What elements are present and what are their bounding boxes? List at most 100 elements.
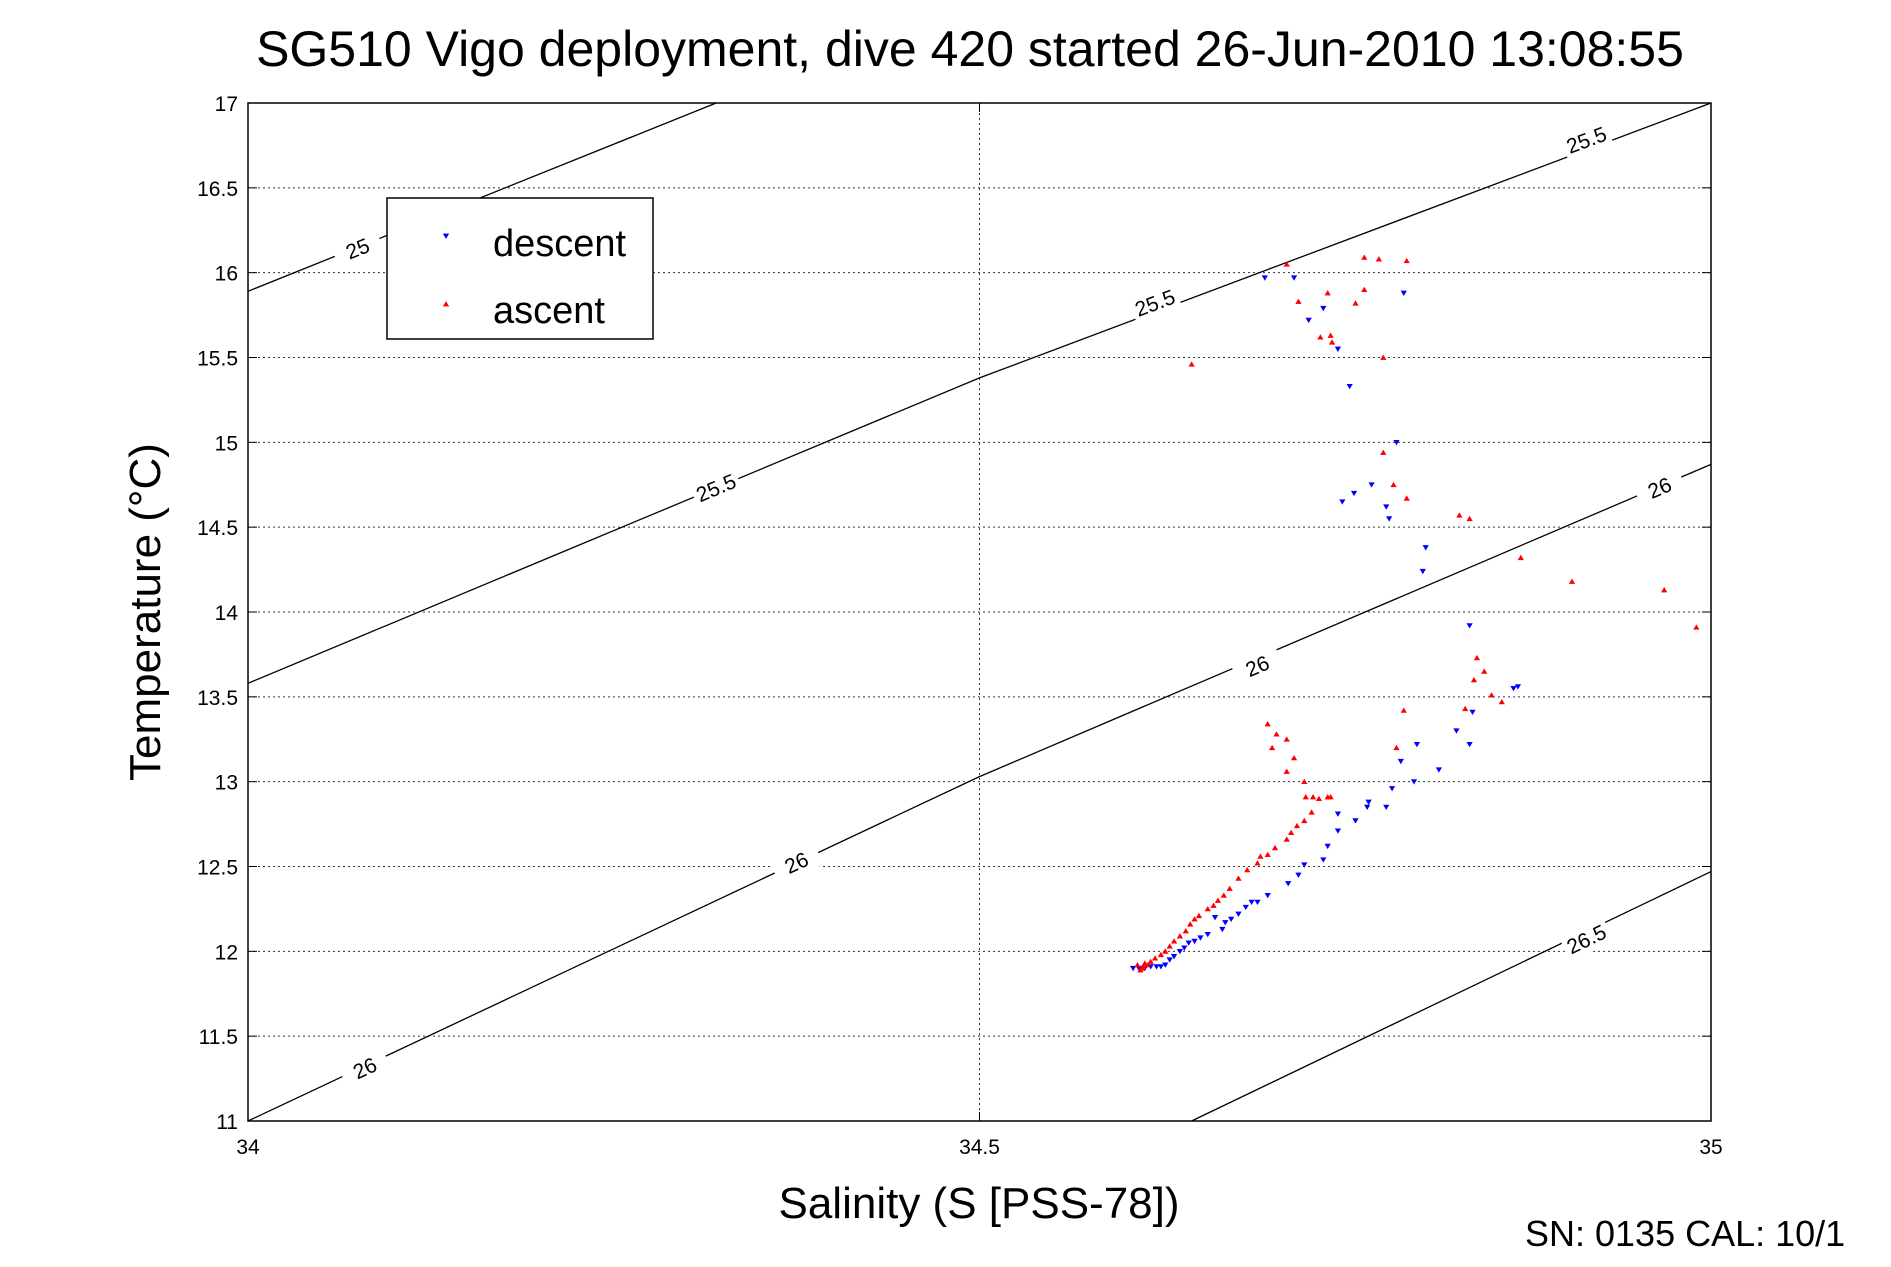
descent-point — [1170, 954, 1178, 960]
ascent-point — [1283, 768, 1290, 774]
ascent-point — [1352, 300, 1359, 306]
y-tick-label: 16.5 — [197, 178, 238, 201]
ascent-point — [1188, 361, 1195, 367]
ascent-point — [1293, 822, 1301, 829]
ascent-point — [1214, 897, 1222, 903]
ascent-point — [1403, 257, 1410, 264]
descent-point — [1228, 916, 1235, 923]
ascent-point — [1693, 624, 1700, 630]
ascent-point — [1273, 731, 1280, 737]
x-tick-label: 34.5 — [959, 1136, 1000, 1159]
descent-point — [1350, 490, 1358, 497]
ascent-point — [1517, 554, 1524, 561]
descent-point — [1157, 964, 1165, 970]
data-points — [1129, 254, 1700, 973]
y-axis-label: Temperature (°C) — [121, 443, 170, 781]
ascent-point — [1137, 967, 1144, 973]
ascent-point — [1134, 961, 1141, 968]
ascent-point — [1488, 692, 1495, 698]
descent-point — [1453, 728, 1460, 734]
descent-point — [1400, 290, 1407, 296]
descent-point — [1290, 275, 1298, 281]
ascent-point — [1210, 902, 1217, 908]
legend-box — [386, 197, 654, 340]
x-tick-label: 35 — [1699, 1136, 1722, 1159]
descent-point — [1222, 920, 1229, 926]
y-tick-label: 11 — [216, 1111, 238, 1134]
ascent-point — [1361, 286, 1368, 293]
descent-point — [1466, 623, 1473, 629]
descent-point — [1514, 684, 1522, 690]
contour-label: 26 — [1632, 466, 1687, 510]
ascent-point — [1380, 449, 1387, 455]
ascent-point — [1302, 794, 1309, 800]
footer-calibration: SN: 0135 CAL: 10/1 — [1525, 1213, 1845, 1254]
ascent-point — [1226, 885, 1233, 891]
ascent-point — [1328, 339, 1336, 345]
y-tick-label: 15.5 — [197, 348, 238, 371]
y-tick-label: 14.5 — [197, 517, 238, 540]
ascent-point — [1268, 744, 1276, 751]
descent-point — [1368, 482, 1375, 488]
ascent-point — [1380, 354, 1387, 360]
ascent-point — [1195, 912, 1203, 919]
descent-point — [1211, 915, 1219, 921]
ascent-point — [1235, 875, 1242, 881]
descent-point — [1435, 767, 1443, 773]
ascent-point — [1462, 705, 1469, 712]
ascent-point — [1403, 495, 1410, 501]
ascent-point — [1151, 955, 1159, 961]
descent-point — [1181, 945, 1188, 951]
ascent-point — [1295, 298, 1302, 304]
descent-point — [1510, 685, 1517, 692]
ascent-point — [1390, 481, 1397, 488]
ascent-point — [1141, 960, 1148, 966]
ascent-point — [1182, 928, 1189, 934]
ascent-point — [1327, 332, 1334, 338]
descent-point — [1383, 504, 1390, 510]
descent-point — [1176, 948, 1184, 955]
ascent-point — [1220, 892, 1227, 898]
descent-point — [1419, 568, 1426, 575]
ascent-point — [1283, 261, 1290, 267]
ascent-point — [1315, 795, 1323, 802]
descent-point — [1191, 938, 1198, 945]
ascent-point — [1301, 817, 1308, 824]
legend-marker-descent — [442, 233, 450, 239]
descent-point — [1334, 828, 1342, 834]
descent-point — [1153, 964, 1160, 970]
ascent-point — [1324, 290, 1331, 296]
descent-point — [1334, 346, 1342, 352]
ascent-point — [1661, 587, 1668, 593]
y-tick-label: 14 — [215, 602, 239, 625]
descent-point — [1248, 899, 1255, 906]
descent-point — [1397, 758, 1404, 765]
contour-line-25-5 — [247, 102, 1712, 684]
x-axis-label: Salinity (S [PSS-78]) — [778, 1179, 1179, 1228]
ascent-point — [1456, 512, 1463, 518]
descent-point — [1295, 872, 1302, 878]
ascent-point — [1176, 933, 1184, 939]
descent-point — [1422, 545, 1429, 551]
ascent-point — [1290, 754, 1298, 761]
y-tick-label: 16 — [215, 263, 238, 286]
y-tick-label: 15 — [215, 432, 238, 455]
y-tick-label: 13 — [215, 772, 238, 795]
contour-line-25 — [247, 102, 717, 292]
descent-point — [1242, 904, 1249, 911]
ascent-point — [1257, 853, 1264, 859]
descent-point — [1364, 804, 1371, 811]
descent-point — [1352, 818, 1359, 824]
descent-point — [1334, 811, 1342, 817]
legend-marker-ascent — [442, 301, 450, 307]
ascent-point — [1498, 698, 1505, 705]
ascent-point — [1361, 254, 1368, 260]
ascent-point — [1187, 921, 1194, 927]
descent-point — [1204, 931, 1211, 938]
descent-point — [1320, 305, 1327, 312]
descent-point — [1339, 499, 1346, 505]
descent-point — [1413, 741, 1421, 748]
ascent-point — [1204, 905, 1211, 912]
ascent-point — [1147, 958, 1154, 964]
